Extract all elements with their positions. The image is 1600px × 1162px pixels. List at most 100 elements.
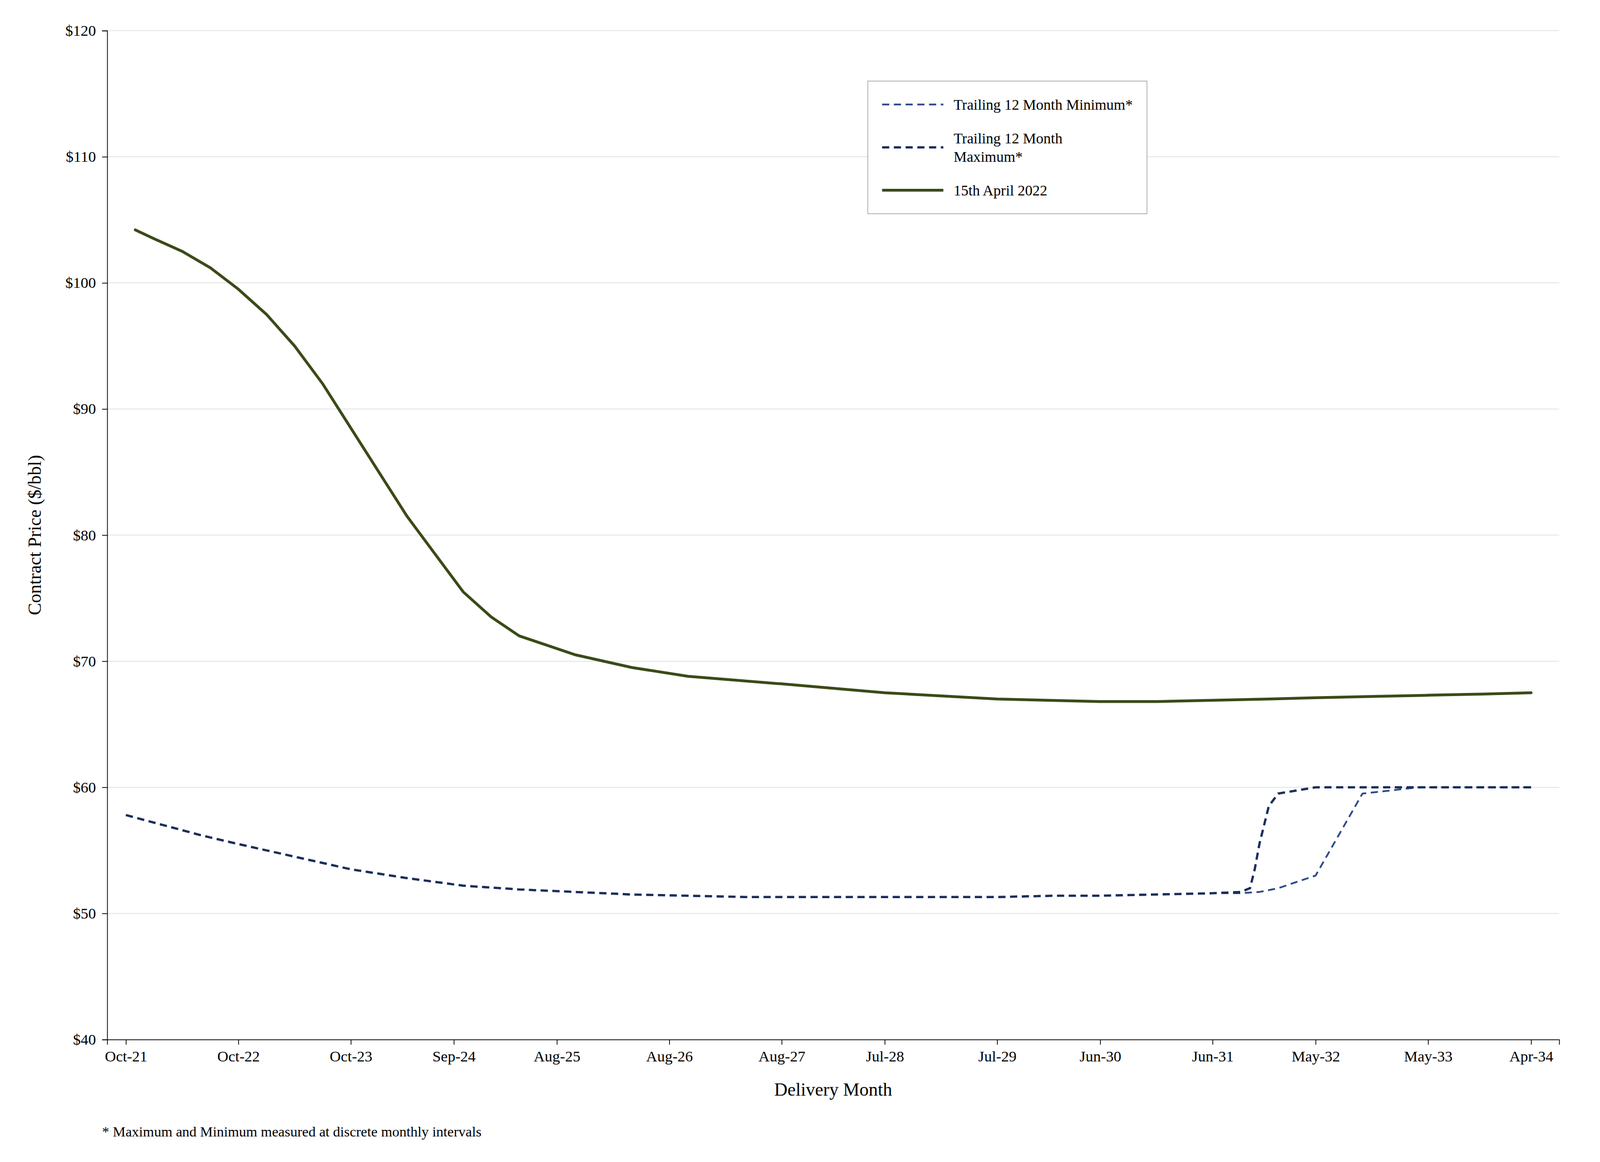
y-tick: $60 (72, 778, 108, 796)
y-tick-label: $70 (72, 652, 96, 670)
x-tick-mark (350, 1039, 352, 1045)
y-axis-line (102, 31, 108, 1041)
y-tick: $110 (65, 148, 108, 165)
x-tick-mark (1099, 1039, 1101, 1045)
x-tick-mark (1428, 1039, 1430, 1045)
x-tick-label: Jul-28 (865, 1047, 904, 1065)
grid-line (107, 534, 1560, 536)
y-tick: $90 (72, 400, 108, 417)
y-tick-mark (102, 660, 108, 662)
grid-line (107, 156, 1560, 158)
y-tick-label: $100 (65, 274, 96, 291)
y-tick-mark (102, 1039, 108, 1041)
y-tick-mark (102, 408, 108, 410)
x-tick: Oct-22 (217, 1039, 260, 1065)
x-tick-mark (781, 1039, 783, 1045)
x-tick: Oct-23 (329, 1039, 373, 1065)
legend-item: Trailing 12 Month Minimum* (881, 96, 1133, 113)
x-tick: Aug-26 (646, 1039, 694, 1065)
x-tick-label: Sep-24 (432, 1047, 476, 1065)
legend-label: Trailing 12 Month Minimum* (953, 96, 1133, 113)
y-axis-title: Contract Price ($/bbl) (24, 455, 45, 616)
x-tick-mark (1212, 1039, 1214, 1045)
y-tick: $40 (72, 1030, 108, 1048)
grid-line (107, 30, 1560, 32)
x-tick: Aug-27 (758, 1039, 806, 1065)
y-tick: $80 (72, 526, 108, 544)
y-tick-mark (102, 534, 108, 536)
y-axis: $40 $50 $60 $70 $80 $90 $100 $110 $120 (65, 21, 108, 1048)
y-tick-mark (102, 30, 108, 32)
x-tick: Oct-21 (105, 1039, 148, 1065)
x-tick-label: Oct-23 (329, 1047, 373, 1065)
x-tick-mark (884, 1039, 886, 1045)
x-tick: Jul-29 (978, 1039, 1017, 1065)
x-tick: May-32 (1291, 1039, 1341, 1065)
grid (107, 30, 1560, 1040)
series-line (126, 787, 1532, 898)
x-tick-mark (1531, 1039, 1533, 1045)
x-tick: May-33 (1404, 1039, 1453, 1065)
y-tick-mark (102, 787, 108, 789)
legend-frame (867, 81, 1147, 214)
y-tick-mark (102, 282, 108, 284)
y-tick: $50 (72, 904, 108, 922)
y-tick: $120 (65, 21, 108, 39)
y-tick-mark (102, 913, 108, 915)
x-tick: Apr-34 (1509, 1039, 1554, 1065)
chart: Oct-21 Oct-22 Oct-23 Sep-24 Aug-25 Aug-26 Aug-… (0, 0, 1600, 1162)
legend-swatch (881, 146, 944, 150)
grid-line (107, 282, 1560, 284)
y-tick-label: $110 (65, 148, 96, 165)
x-tick-mark (669, 1039, 671, 1045)
x-tick-label: Aug-26 (646, 1047, 694, 1065)
footnote: * Maximum and Minimum measured at discre… (102, 1123, 482, 1140)
x-tick: Aug-25 (533, 1039, 581, 1065)
y-tick-label: $50 (72, 904, 96, 922)
grid-line (107, 913, 1560, 915)
x-axis-title: Delivery Month (774, 1079, 893, 1100)
x-tick-label: Jun-31 (1192, 1047, 1235, 1065)
y-tick-label: $90 (72, 400, 96, 417)
legend-item: Trailing 12 MonthMaximum* (881, 130, 1063, 165)
x-tick-label: May-33 (1404, 1047, 1453, 1065)
legend-label: 15th April 2022 (953, 182, 1048, 199)
x-tick-label: Oct-22 (217, 1047, 260, 1065)
x-tick: Jul-28 (865, 1039, 904, 1065)
legend-swatch (881, 103, 944, 106)
grid-line (107, 660, 1560, 662)
grid-line (107, 408, 1560, 410)
y-tick: $70 (72, 652, 108, 670)
x-tick: Jun-31 (1192, 1039, 1235, 1065)
background (0, 0, 1600, 1162)
x-tick-label: Aug-27 (758, 1047, 806, 1065)
x-tick-mark (125, 1039, 127, 1045)
series-line (135, 229, 1532, 702)
legend-swatch (881, 188, 944, 192)
x-tick-label: Aug-25 (533, 1047, 581, 1065)
y-tick-label: $40 (72, 1030, 96, 1048)
x-tick-mark (556, 1039, 558, 1045)
y-tick: $100 (65, 274, 108, 291)
x-tick-label: Oct-21 (105, 1047, 148, 1065)
x-tick: Sep-24 (432, 1039, 476, 1065)
series-line (126, 787, 1532, 898)
legend-item: 15th April 2022 (881, 182, 1048, 199)
x-tick-mark (453, 1039, 455, 1045)
y-tick-label: $120 (65, 21, 96, 39)
x-tick-mark (1315, 1039, 1317, 1045)
x-tick-label: Jun-30 (1079, 1047, 1122, 1065)
x-tick-label: May-32 (1291, 1047, 1341, 1065)
plot-area (126, 229, 1532, 897)
x-tick-label: Apr-34 (1509, 1047, 1554, 1065)
y-tick-label: $80 (72, 526, 96, 544)
y-tick-label: $60 (72, 778, 96, 796)
x-tick-label: Jul-29 (978, 1047, 1017, 1065)
y-tick-mark (102, 156, 108, 158)
legend-label: Trailing 12 MonthMaximum* (953, 130, 1063, 165)
x-tick-mark (238, 1039, 240, 1045)
legend: Trailing 12 Month Minimum* Trailing 12 Mo… (867, 81, 1147, 214)
x-axis-line (107, 1040, 1560, 1046)
x-axis: Oct-21 Oct-22 Oct-23 Sep-24 Aug-25 Aug-26 Aug-… (105, 1039, 1560, 1065)
x-tick-mark (996, 1039, 998, 1045)
